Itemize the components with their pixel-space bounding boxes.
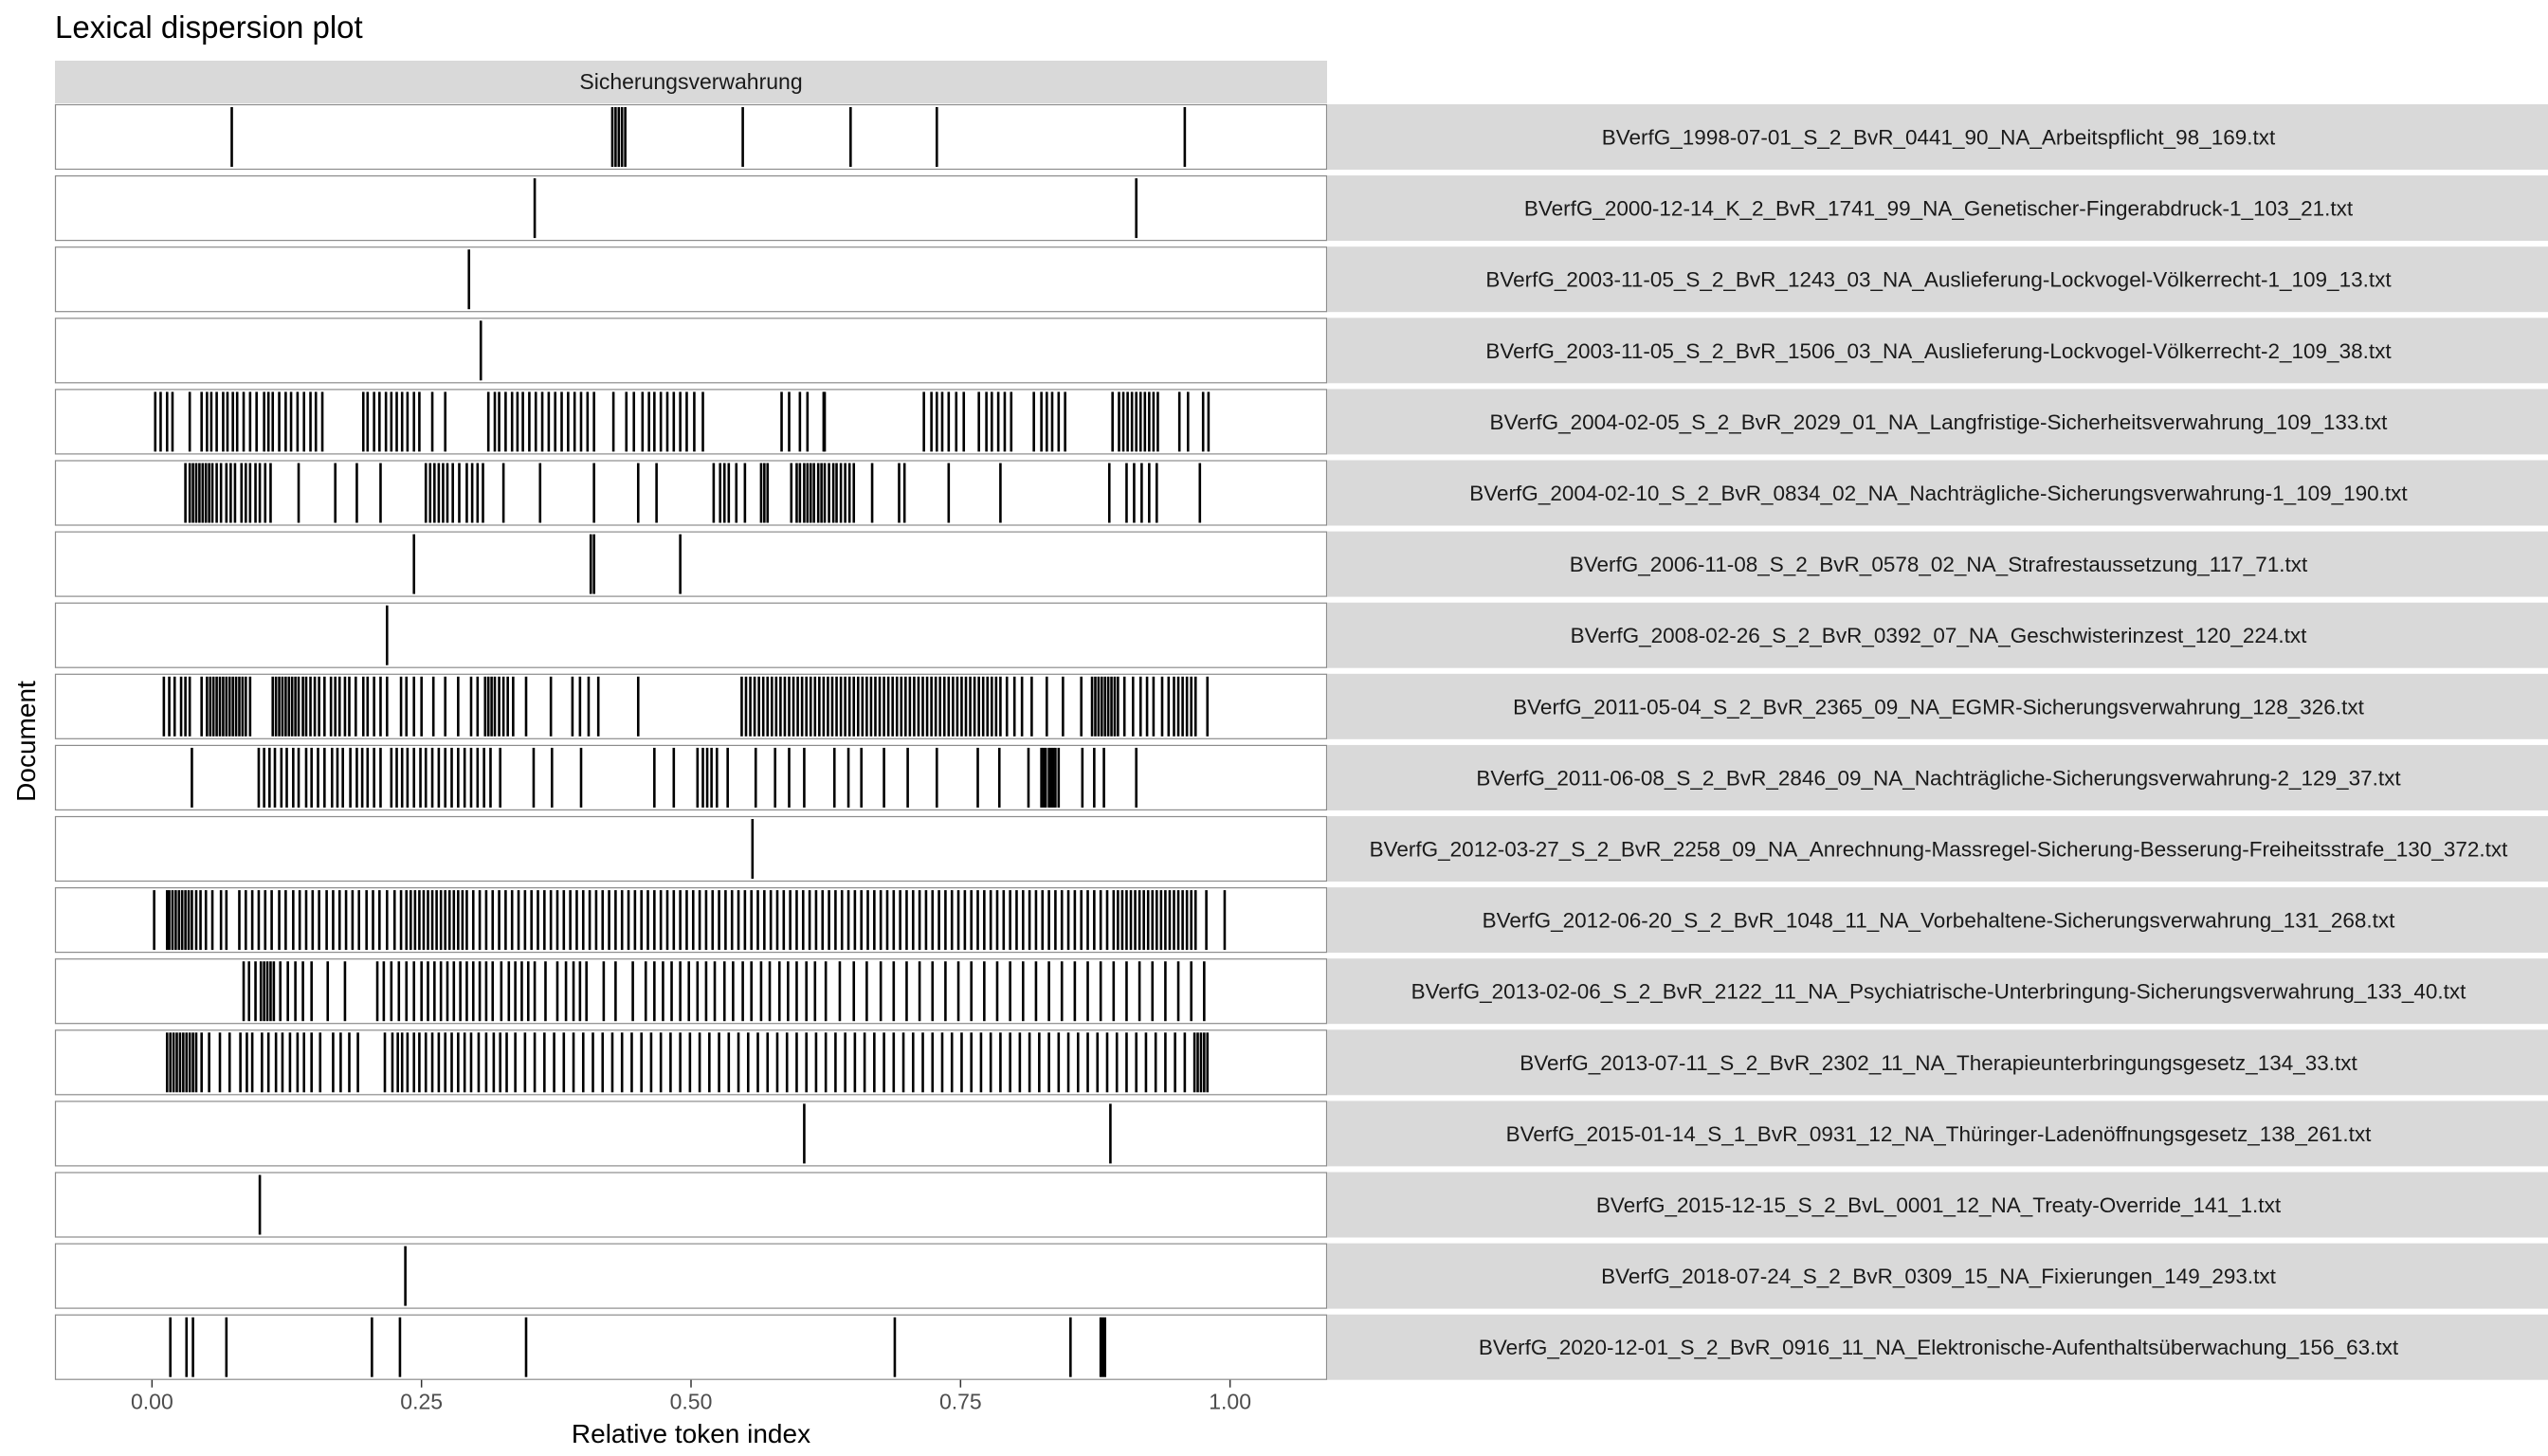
document-strip xyxy=(1327,1101,2548,1167)
document-label: BVerfG_2003-11-05_S_2_BvR_1243_03_NA_Aus… xyxy=(1485,268,2392,292)
document-strip xyxy=(1327,531,2548,597)
document-row: BVerfG_2012-06-20_S_2_BvR_1048_11_NA_Vor… xyxy=(54,886,2548,954)
facet-label: Sicherungsverwahrung xyxy=(579,69,802,94)
document-label: BVerfG_2015-12-15_S_2_BvL_0001_12_NA_Tre… xyxy=(1596,1193,2282,1217)
document-row: BVerfG_2015-12-15_S_2_BvL_0001_12_NA_Tre… xyxy=(54,1172,2548,1238)
document-row: BVerfG_2020-12-01_S_2_BvR_0916_11_NA_Ele… xyxy=(54,1314,2548,1380)
row-panel xyxy=(54,815,1328,883)
document-label: BVerfG_2012-03-27_S_2_BvR_2258_09_NA_Anr… xyxy=(1370,838,2508,862)
document-row: BVerfG_2018-07-24_S_2_BvR_0309_15_NA_Fix… xyxy=(54,1243,2548,1309)
document-strip xyxy=(1327,602,2548,668)
x-axis-title: Relative token index xyxy=(572,1419,810,1448)
document-label: BVerfG_2008-02-26_S_2_BvR_0392_07_NA_Ges… xyxy=(1571,624,2308,647)
row-panel xyxy=(54,958,1328,1025)
document-row: BVerfG_2011-06-08_S_2_BvR_2846_09_NA_Nac… xyxy=(54,744,2548,811)
row-panel xyxy=(54,460,1328,526)
row-panel xyxy=(54,1243,1328,1309)
document-label: BVerfG_2003-11-05_S_2_BvR_1506_03_NA_Aus… xyxy=(1485,339,2392,363)
document-row: BVerfG_2006-11-08_S_2_BvR_0578_02_NA_Str… xyxy=(54,531,2548,597)
document-row: BVerfG_2004-02-05_S_2_BvR_2029_01_NA_Lan… xyxy=(54,389,2548,455)
y-axis-title: Document xyxy=(11,681,41,802)
document-strip xyxy=(1327,1172,2548,1238)
document-strip xyxy=(1327,1243,2548,1309)
document-row: BVerfG_2004-02-10_S_2_BvR_0834_02_NA_Nac… xyxy=(54,460,2548,526)
document-label: BVerfG_2013-07-11_S_2_BvR_2302_11_NA_The… xyxy=(1520,1051,2357,1075)
document-label: BVerfG_1998-07-01_S_2_BvR_0441_90_NA_Arb… xyxy=(1602,126,2276,150)
chart-title: Lexical dispersion plot xyxy=(55,9,363,45)
document-row: BVerfG_2012-03-27_S_2_BvR_2258_09_NA_Anr… xyxy=(54,815,2548,883)
document-label: BVerfG_2006-11-08_S_2_BvR_0578_02_NA_Str… xyxy=(1570,553,2308,576)
document-strip xyxy=(1327,673,2548,739)
document-label: BVerfG_2004-02-05_S_2_BvR_2029_01_NA_Lan… xyxy=(1490,410,2389,434)
document-strip xyxy=(1327,104,2548,170)
row-panel xyxy=(54,1172,1328,1238)
document-strip xyxy=(1327,1029,2548,1096)
document-row: BVerfG_2015-01-14_S_1_BvR_0931_12_NA_Thü… xyxy=(54,1101,2548,1167)
document-row: BVerfG_2000-12-14_K_2_BvR_1741_99_NA_Gen… xyxy=(54,175,2548,242)
document-strip xyxy=(1327,744,2548,810)
document-label: BVerfG_2011-05-04_S_2_BvR_2365_09_NA_EGM… xyxy=(1513,695,2364,719)
x-axis: 0.00 0.25 0.50 0.75 1.00 xyxy=(131,1379,1251,1414)
document-row: BVerfG_2011-05-04_S_2_BvR_2365_09_NA_EGM… xyxy=(54,673,2548,739)
row-panel xyxy=(54,1101,1328,1167)
document-row: BVerfG_2013-02-06_S_2_BvR_2122_11_NA_Psy… xyxy=(54,958,2548,1025)
document-strip xyxy=(1327,389,2548,455)
document-strip xyxy=(1327,460,2548,526)
document-label: BVerfG_2000-12-14_K_2_BvR_1741_99_NA_Gen… xyxy=(1524,197,2354,221)
document-row: BVerfG_2008-02-26_S_2_BvR_0392_07_NA_Ges… xyxy=(54,602,2548,668)
document-row: BVerfG_2013-07-11_S_2_BvR_2302_11_NA_The… xyxy=(54,1029,2548,1096)
document-strip xyxy=(1327,318,2548,384)
document-rows: BVerfG_1998-07-01_S_2_BvR_0441_90_NA_Arb… xyxy=(54,103,2548,1380)
x-tick-label: 0.25 xyxy=(400,1390,443,1414)
document-row: BVerfG_1998-07-01_S_2_BvR_0441_90_NA_Arb… xyxy=(54,103,2548,171)
row-panel xyxy=(54,318,1328,384)
document-row: BVerfG_2003-11-05_S_2_BvR_1243_03_NA_Aus… xyxy=(54,246,2548,313)
document-strip xyxy=(1327,1314,2548,1380)
facet-strip xyxy=(55,61,1327,103)
document-strip xyxy=(1327,816,2548,882)
document-label: BVerfG_2004-02-10_S_2_BvR_0834_02_NA_Nac… xyxy=(1469,482,2408,505)
row-panel xyxy=(54,103,1328,171)
document-label: BVerfG_2018-07-24_S_2_BvR_0309_15_NA_Fix… xyxy=(1601,1265,2277,1288)
row-panel xyxy=(54,246,1328,313)
document-row: BVerfG_2003-11-05_S_2_BvR_1506_03_NA_Aus… xyxy=(54,318,2548,384)
document-strip xyxy=(1327,175,2548,242)
document-label: BVerfG_2020-12-01_S_2_BvR_0916_11_NA_Ele… xyxy=(1479,1336,2399,1359)
document-strip xyxy=(1327,246,2548,313)
document-label: BVerfG_2015-01-14_S_1_BvR_0931_12_NA_Thü… xyxy=(1506,1122,2373,1146)
x-tick-label: 0.75 xyxy=(939,1390,982,1414)
row-panel xyxy=(54,1314,1328,1380)
document-label: BVerfG_2013-02-06_S_2_BvR_2122_11_NA_Psy… xyxy=(1411,980,2467,1004)
document-strip xyxy=(1327,958,2548,1025)
document-label: BVerfG_2012-06-20_S_2_BvR_1048_11_NA_Vor… xyxy=(1483,909,2396,933)
row-panel xyxy=(54,602,1328,668)
row-panel xyxy=(54,175,1328,242)
x-tick-label: 1.00 xyxy=(1209,1390,1251,1414)
x-tick-label: 0.00 xyxy=(131,1390,173,1414)
row-panel xyxy=(54,744,1328,811)
row-panel xyxy=(54,531,1328,597)
document-strip xyxy=(1327,887,2548,954)
document-label: BVerfG_2011-06-08_S_2_BvR_2846_09_NA_Nac… xyxy=(1476,766,2401,790)
x-tick-label: 0.50 xyxy=(670,1390,713,1414)
